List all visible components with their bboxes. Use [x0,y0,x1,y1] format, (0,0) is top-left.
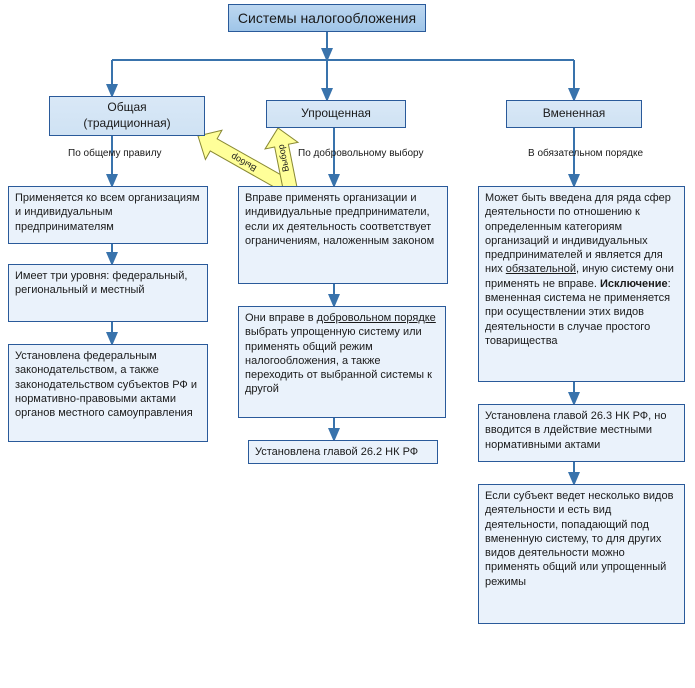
edge-label-general: По общему правилу [68,148,162,160]
edge-label-imputed: В обязательном порядке [528,148,643,160]
leaf-i3: Если субъект ведет несколько видов деяте… [478,484,685,624]
svg-text:Выбор: Выбор [229,151,258,173]
branch-simplified-header: Упрощенная [266,100,406,128]
leaf-i2: Установлена главой 26.3 НК РФ, но вводит… [478,404,685,462]
root-node: Системы налогообложения [228,4,426,32]
edge-label-simplified: По добровольному выбору [298,148,423,160]
branch-general-header: Общая (традиционная) [49,96,205,136]
leaf-g2: Имеет три уровня: федеральный, региональ… [8,264,208,322]
branch-imputed-header: Вмененная [506,100,642,128]
leaf-s2: Они вправе в добровольном порядке выбрат… [238,306,446,418]
svg-text:Выбор: Выбор [276,144,291,173]
leaf-g1: Применяется ко всем организациям и индив… [8,186,208,244]
leaf-g3: Установлена федеральным законодательство… [8,344,208,442]
leaf-s3: Установлена главой 26.2 НК РФ [248,440,438,464]
leaf-i1: Может быть введена для ряда сфер деятель… [478,186,685,382]
leaf-s1: Вправе применять организации и индивидуа… [238,186,448,284]
